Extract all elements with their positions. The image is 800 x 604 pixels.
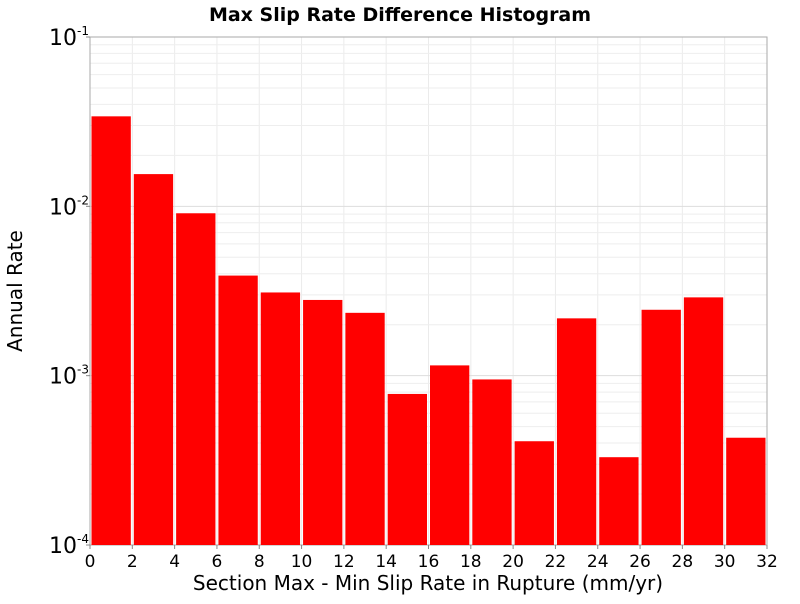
x-axis-ticks: 0 2 4 6 8 10 12 14 16 18 20 22 24 26 28 30 32 <box>85 545 778 572</box>
bar-4 <box>260 292 301 545</box>
y-tick-label: 10-2 <box>49 193 89 220</box>
bar-3 <box>218 275 258 545</box>
x-tick-label: 14 <box>375 552 397 572</box>
x-tick-label: 30 <box>714 552 736 572</box>
y-tick-exponent: -4 <box>77 532 89 546</box>
bar-2 <box>176 213 216 546</box>
y-tick-label: 10-3 <box>49 363 89 390</box>
y-tick-label: 10-1 <box>49 24 89 51</box>
x-tick-label: 12 <box>333 552 355 572</box>
x-tick-label: 0 <box>85 552 96 572</box>
x-tick-label: 24 <box>587 552 609 572</box>
y-tick-exponent: -2 <box>77 193 89 207</box>
bar-10 <box>514 441 554 545</box>
bar-13 <box>641 309 681 545</box>
bar-11 <box>556 318 597 545</box>
bar-6 <box>345 312 385 545</box>
bar-5 <box>303 299 343 545</box>
y-tick-exponent: -1 <box>77 24 89 38</box>
x-tick-label: 16 <box>418 552 440 572</box>
bar-15 <box>726 437 766 545</box>
y-axis-ticks: 10-110-210-310-4 <box>49 24 90 559</box>
x-tick-label: 4 <box>169 552 180 572</box>
bar-8 <box>430 365 470 545</box>
y-tick-base: 10 <box>49 26 77 51</box>
x-tick-label: 10 <box>291 552 313 572</box>
bar-14 <box>683 297 724 545</box>
x-tick-label: 28 <box>672 552 694 572</box>
bar-12 <box>599 457 639 545</box>
y-tick-exponent: -3 <box>77 363 89 377</box>
bar-9 <box>472 379 512 545</box>
y-tick-base: 10 <box>49 365 77 390</box>
bar-1 <box>133 174 174 546</box>
y-axis-label: Annual Rate <box>3 230 27 352</box>
bar-7 <box>387 393 427 545</box>
x-tick-label: 26 <box>629 552 651 572</box>
x-tick-label: 6 <box>212 552 223 572</box>
chart-title: Max Slip Rate Difference Histogram <box>209 4 591 26</box>
bar-series <box>91 116 766 546</box>
x-tick-label: 8 <box>254 552 265 572</box>
x-tick-label: 32 <box>756 552 778 572</box>
x-tick-label: 18 <box>460 552 482 572</box>
y-tick-label: 10-4 <box>49 532 89 559</box>
bar-0 <box>91 116 131 545</box>
y-tick-base: 10 <box>49 534 77 559</box>
x-tick-label: 2 <box>127 552 138 572</box>
x-axis-label: Section Max - Min Slip Rate in Rupture (… <box>193 571 663 595</box>
y-tick-base: 10 <box>49 195 77 220</box>
x-tick-label: 20 <box>502 552 524 572</box>
x-tick-label: 22 <box>545 552 567 572</box>
